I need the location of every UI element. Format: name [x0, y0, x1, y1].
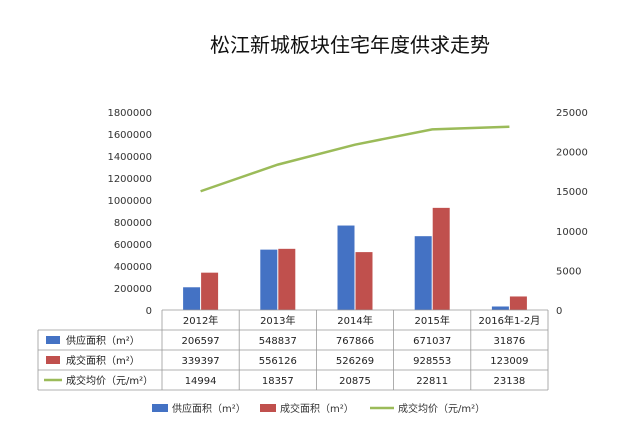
table-cell: 206597: [182, 336, 220, 347]
category-label: 2015年: [414, 314, 449, 327]
chart-title: 松江新城板块住宅年度供求走势: [210, 33, 490, 57]
category-label: 2014年: [337, 314, 372, 327]
right-tick-label: 20000: [556, 148, 588, 159]
left-tick-label: 0: [146, 306, 152, 317]
bar-deal: [432, 207, 450, 310]
left-tick-label: 200000: [114, 284, 152, 295]
right-tick-label: 5000: [556, 266, 581, 277]
right-tick-label: 10000: [556, 227, 588, 238]
table-cell: 339397: [182, 356, 220, 367]
category-label: 2013年: [260, 314, 295, 327]
table-cell: 526269: [336, 356, 374, 367]
legend-label: 成交面积（m²）: [280, 402, 354, 415]
legend-marker: [260, 404, 276, 412]
table-cell: 767866: [336, 336, 374, 347]
table-row-marker: [46, 336, 60, 344]
bar-supply: [260, 249, 278, 310]
table-cell: 14994: [185, 376, 217, 387]
left-tick-label: 1600000: [107, 130, 152, 141]
legend-label: 供应面积（m²）: [172, 402, 246, 415]
bar-supply: [414, 236, 432, 310]
left-tick-label: 400000: [114, 262, 152, 273]
table-row-label: 成交均价（元/m²）: [66, 374, 153, 387]
bar-deal: [278, 248, 296, 310]
table-cell: 928553: [413, 356, 451, 367]
price-line-path: [200, 125, 510, 193]
left-tick-label: 1000000: [107, 196, 152, 207]
table-cell: 23138: [493, 376, 525, 387]
bar-deal: [509, 296, 527, 310]
left-tick-label: 1200000: [107, 174, 152, 185]
category-label: 2016年1-2月: [479, 314, 541, 327]
bar-deal: [355, 252, 373, 310]
bar-deal: [201, 272, 219, 310]
bar-supply: [337, 225, 355, 310]
bar-supply: [491, 306, 509, 310]
left-tick-label: 600000: [114, 240, 152, 251]
table-row-label: 供应面积（m²）: [66, 334, 140, 347]
legend-marker: [152, 404, 168, 412]
right-axis: 0 5000 10000 15000 20000 25000: [556, 108, 588, 317]
left-axis: 0 200000 400000 600000 800000 1000000 1200000 1…: [107, 108, 152, 317]
bar-supply: [183, 287, 201, 310]
left-tick-label: 1800000: [107, 108, 152, 119]
table-cell: 31876: [493, 336, 525, 347]
table-cell: 556126: [259, 356, 297, 367]
left-tick-label: 1400000: [107, 152, 152, 163]
left-tick-label: 800000: [114, 218, 152, 229]
table-cell: 22811: [416, 376, 448, 387]
table-cell: 20875: [339, 376, 371, 387]
table-row-marker: [46, 356, 60, 364]
table-cell: 548837: [259, 336, 297, 347]
table-row-label: 成交面积（m²）: [66, 354, 140, 367]
right-tick-label: 25000: [556, 108, 588, 119]
table-cell: 123009: [490, 356, 528, 367]
table-cell: 18357: [262, 376, 294, 387]
table-cell: 671037: [413, 336, 451, 347]
price-line: [200, 125, 510, 193]
legend: 供应面积（m²） 成交面积（m²） 成交均价（元/m²）: [152, 402, 485, 415]
category-label: 2012年: [183, 314, 218, 327]
bars: [183, 207, 527, 310]
legend-label: 成交均价（元/m²）: [398, 402, 485, 415]
right-tick-label: 15000: [556, 187, 588, 198]
right-tick-label: 0: [556, 306, 562, 317]
